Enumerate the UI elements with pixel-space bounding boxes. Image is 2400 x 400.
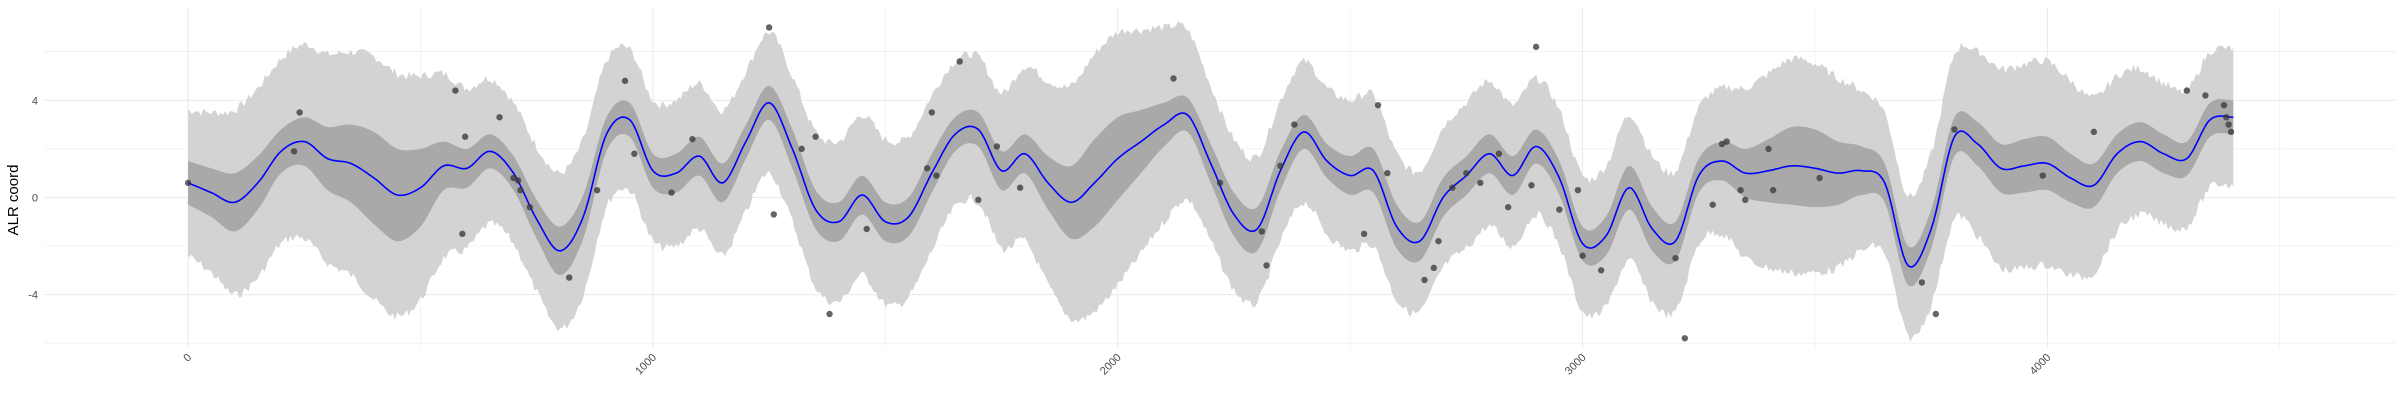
data-point [1449,184,1456,191]
uncertainty-bands [188,21,2234,342]
data-point [1463,169,1470,177]
data-point [517,186,524,194]
data-point [1291,121,1298,128]
data-point [1384,169,1391,177]
data-point [2090,128,2098,136]
data-point [1769,186,1777,194]
data-point [1504,203,1512,211]
data-point [1170,75,1177,82]
y-axis-title: ALR coord [5,165,22,236]
data-point [1277,162,1284,170]
data-point [2202,92,2209,99]
data-point [1532,43,1540,51]
data-point [770,211,777,218]
data-point [526,203,533,211]
data-point [668,189,675,196]
data-point [2225,121,2232,128]
data-point [184,179,192,187]
data-point [1528,182,1535,189]
data-point [631,150,638,157]
data-point [993,143,1001,150]
data-point [496,114,503,121]
y-tick-label: 4 [32,95,38,107]
data-point [826,310,833,318]
data-point [2039,172,2046,179]
y-tick-label: -4 [28,290,38,302]
data-point [1597,267,1605,274]
data-point [1709,201,1716,208]
data-point [1681,335,1689,342]
data-point [863,225,870,233]
data-point [1765,145,1772,153]
data-point [290,148,298,155]
data-point [452,87,459,94]
data-point [923,165,931,172]
mean-line [187,101,2234,268]
data-point [2227,128,2235,136]
data-point [689,135,696,143]
y-tick-label: 0 [32,192,38,204]
data-point [1932,310,1940,318]
data-point [1016,184,1024,191]
data-point [1263,262,1270,269]
data-point [1918,279,1926,286]
data-point [1742,196,1749,204]
inner-uncertainty-band [188,85,2234,287]
data-point [1574,186,1582,194]
data-point [2223,114,2230,121]
data-point [975,196,982,204]
data-point [459,230,466,238]
data-point [1216,179,1224,187]
data-point [1477,179,1484,187]
data-point [566,274,573,281]
data-point [956,58,963,65]
data-point [1951,126,1958,133]
data-point [1430,264,1438,272]
data-point [1556,206,1563,213]
data-point [1737,186,1744,194]
data-point [1258,228,1266,235]
data-point [2220,101,2228,109]
data-point [1421,276,1428,284]
data-point [798,145,805,153]
data-point [1816,174,1823,182]
data-point [514,177,522,184]
data-point [1374,101,1382,109]
data-point [1672,254,1679,262]
data-point [928,109,936,116]
data-point [1435,237,1442,245]
data-point [593,186,601,194]
data-point [621,77,629,85]
data-point [1495,150,1503,157]
y-axis-ticks: -4 0 4 [28,95,38,301]
data-point [2183,87,2191,94]
data-point [1723,138,1730,145]
data-point [461,133,469,140]
observation-points [184,24,2235,342]
data-point [765,24,773,31]
data-point [1360,230,1368,238]
data-point [812,133,819,140]
data-point [933,172,940,179]
data-point [296,109,303,116]
mean-line-layer [187,101,2234,268]
data-point [1579,252,1586,259]
